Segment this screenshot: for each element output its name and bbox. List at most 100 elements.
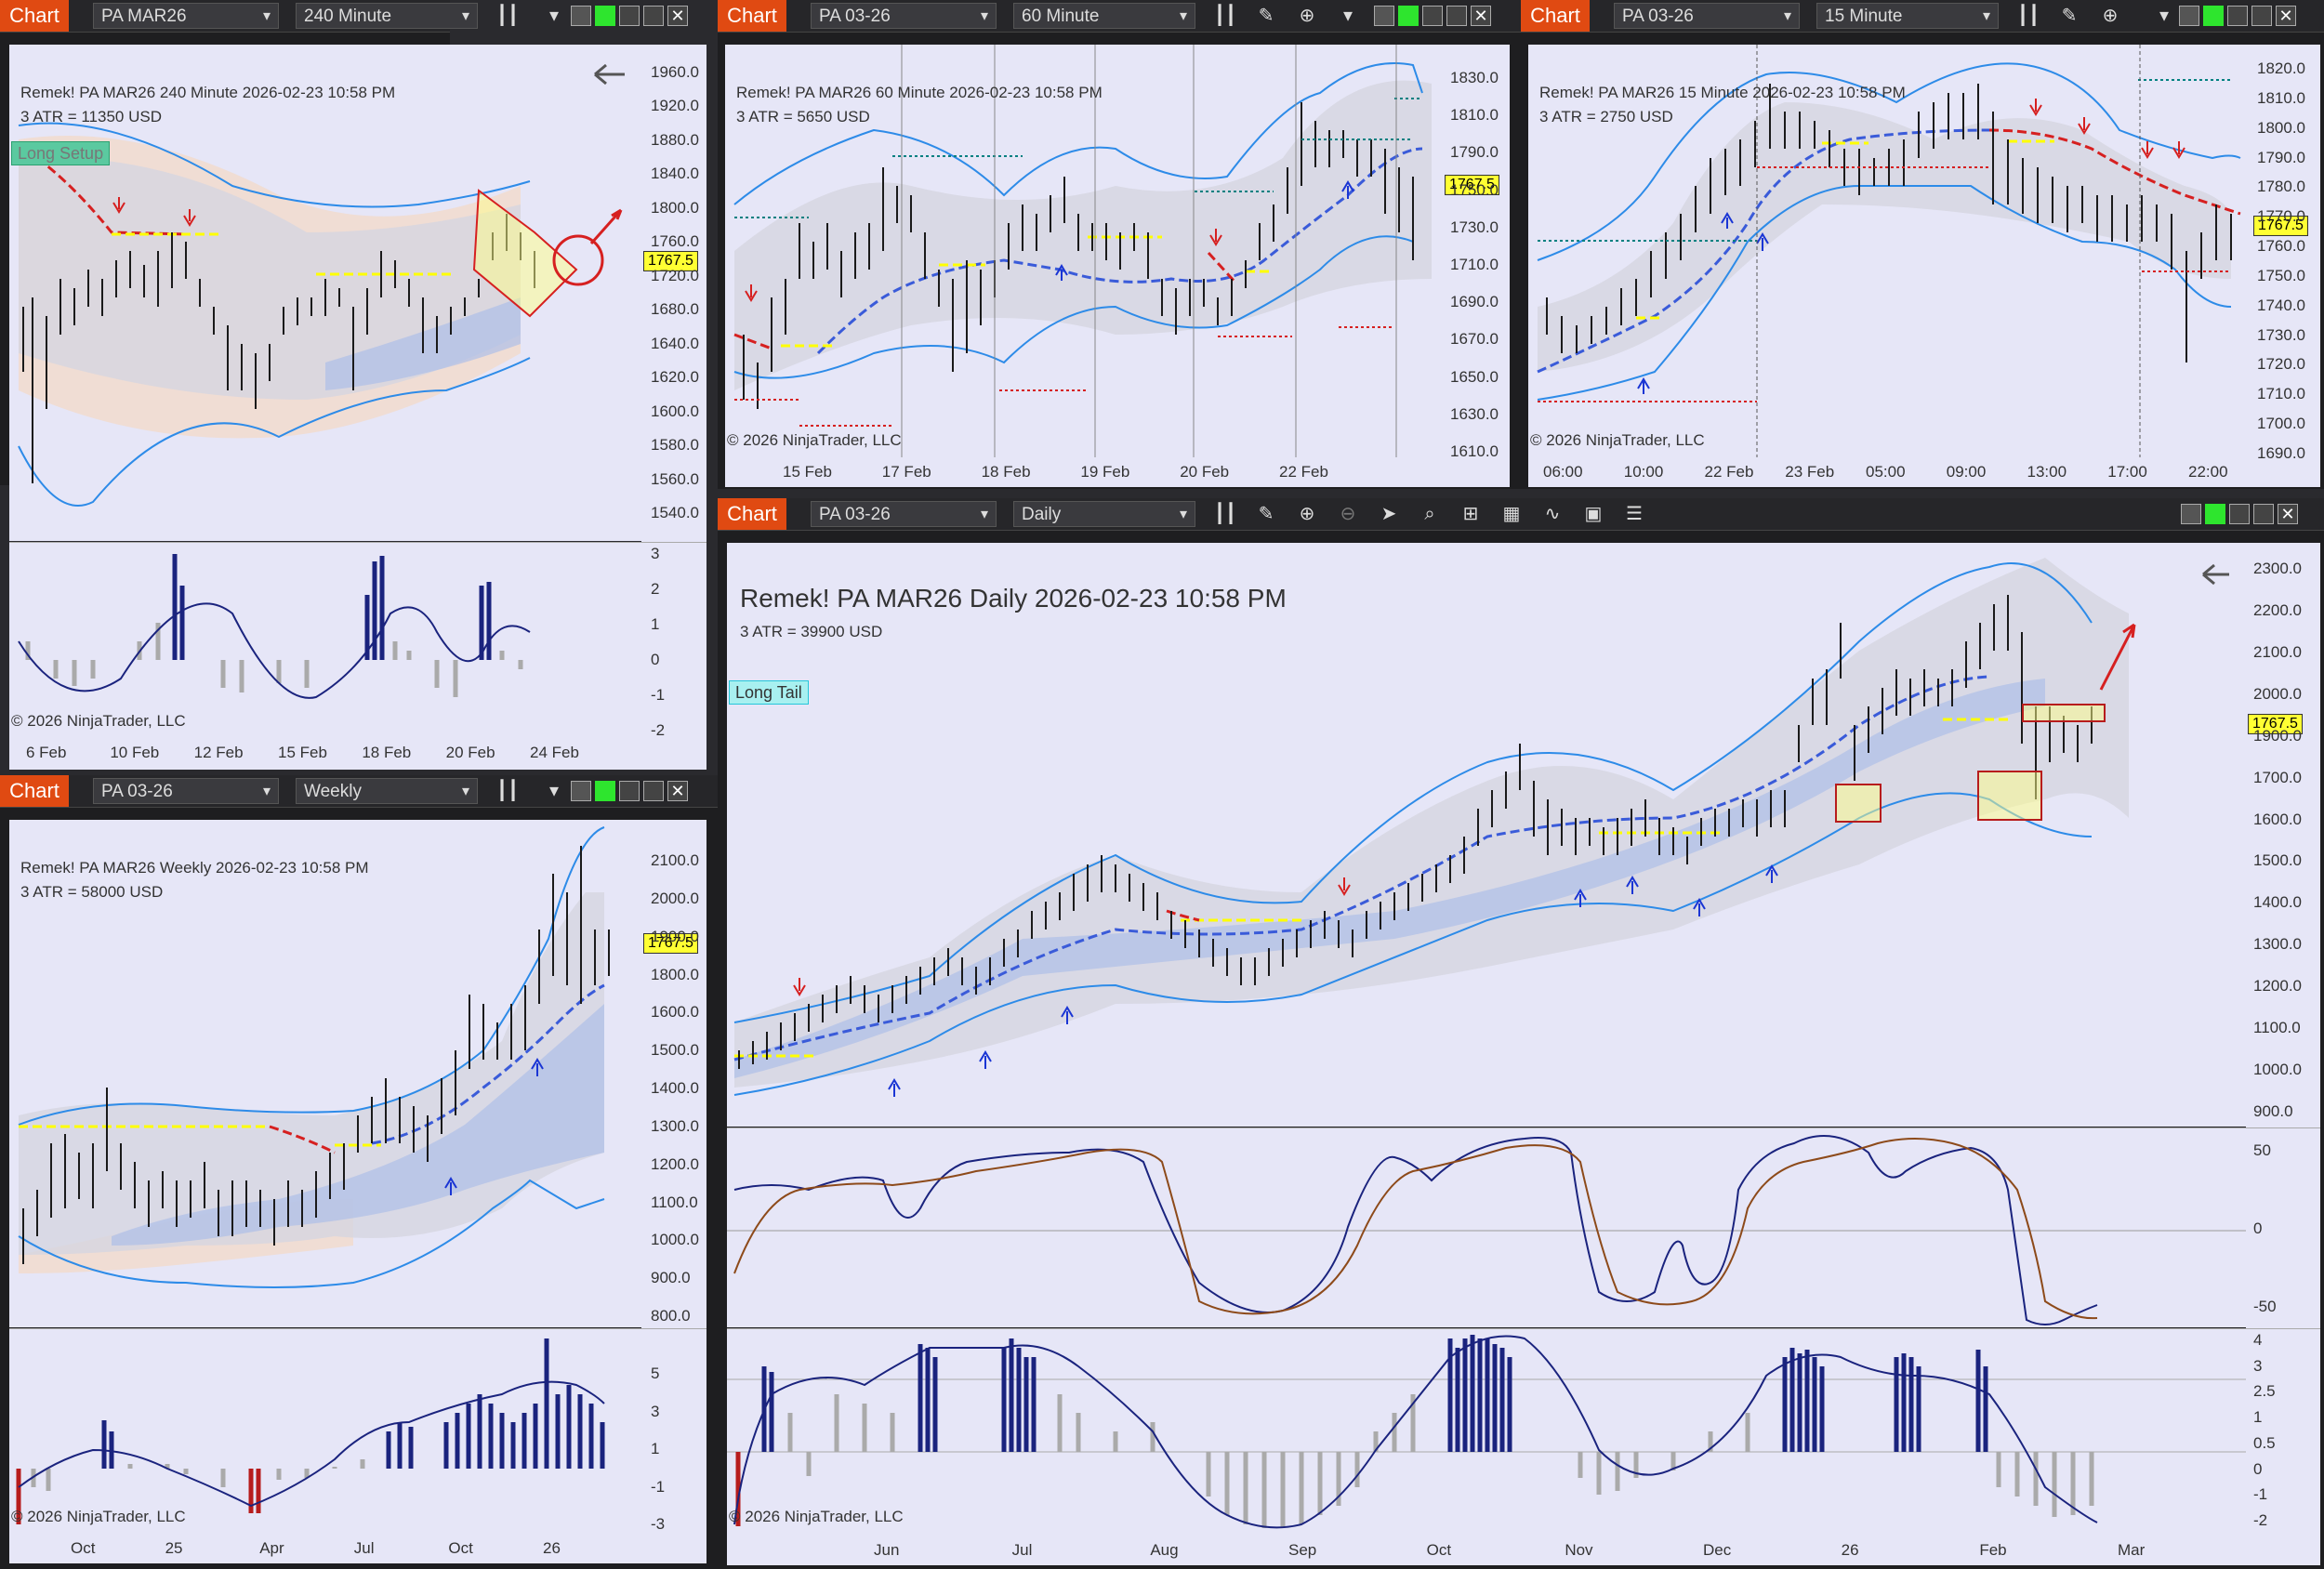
- price-panel-daily[interactable]: [727, 543, 2246, 1127]
- price-axis-weekly[interactable]: [641, 820, 706, 1530]
- templates-icon[interactable]: ⊞: [1462, 504, 1479, 524]
- interval-selector[interactable]: 240 Minute ▾: [296, 3, 478, 29]
- chevron-down-icon[interactable]: ▾: [548, 781, 560, 801]
- link-button[interactable]: [2179, 6, 2199, 26]
- instrument-selector[interactable]: PA 03-26 ▾: [811, 3, 997, 29]
- maximize-button[interactable]: [2253, 504, 2274, 524]
- copyright-label: © 2026 NinjaTrader, LLC: [11, 1508, 186, 1525]
- panel-divider[interactable]: [727, 1127, 2320, 1128]
- link-green-button[interactable]: [1398, 6, 1419, 26]
- data-box-icon[interactable]: ▣: [1584, 504, 1603, 524]
- close-button[interactable]: ✕: [667, 6, 688, 26]
- maximize-button[interactable]: [643, 6, 664, 26]
- time-axis-daily[interactable]: [727, 1532, 2320, 1565]
- indicators-icon[interactable]: ∿: [1544, 504, 1561, 524]
- interval-selector[interactable]: 60 Minute ▾: [1013, 3, 1195, 29]
- link-green-button[interactable]: [595, 781, 615, 801]
- link-button[interactable]: [2181, 504, 2201, 524]
- instrument-selector[interactable]: PA 03-26 ▾: [1614, 3, 1800, 29]
- link-button[interactable]: [571, 6, 591, 26]
- panel-divider[interactable]: [727, 1328, 2320, 1329]
- osc-tick-label: -2: [2253, 1511, 2268, 1529]
- bar-type-icon[interactable]: ┃┃: [496, 781, 520, 801]
- panel-divider[interactable]: [9, 542, 706, 543]
- time-tick-label: Jul: [1011, 1541, 1033, 1559]
- chart-menu-button[interactable]: Chart: [1521, 0, 1590, 32]
- maximize-button[interactable]: [2251, 6, 2272, 26]
- zoom-icon[interactable]: ⊕: [1299, 6, 1315, 26]
- zoom-in-icon[interactable]: ⊕: [1299, 504, 1315, 524]
- chevron-down-icon[interactable]: ▾: [1342, 6, 1353, 26]
- time-tick-label: 18 Feb: [981, 463, 1031, 481]
- pencil-icon[interactable]: ✎: [2061, 6, 2078, 26]
- strategies-icon[interactable]: ▦: [1502, 504, 1521, 524]
- time-tick-label: 17 Feb: [881, 463, 931, 481]
- link-green-button[interactable]: [2203, 6, 2224, 26]
- price-panel-60min[interactable]: [725, 45, 1441, 457]
- instrument-selector[interactable]: PA MAR26 ▾: [93, 3, 279, 29]
- chevron-down-icon: ▾: [980, 8, 988, 24]
- price-tick-label: 800.0: [651, 1307, 691, 1325]
- price-axis-daily[interactable]: [2246, 543, 2320, 1532]
- price-axis-60min[interactable]: [1441, 45, 1510, 457]
- chevron-down-icon[interactable]: ▾: [548, 6, 560, 26]
- bar-type-icon[interactable]: ┃┃: [2017, 6, 2040, 26]
- histogram-panel-daily[interactable]: [727, 1329, 2246, 1532]
- interval-selector[interactable]: Daily ▾: [1013, 501, 1195, 527]
- price-axis-15min[interactable]: [2251, 45, 2320, 457]
- osc-tick-label: 0: [651, 651, 660, 668]
- pencil-icon[interactable]: ✎: [1258, 504, 1274, 524]
- price-tick-label: 1810.0: [1450, 106, 1499, 125]
- close-button[interactable]: ✕: [667, 781, 688, 801]
- minimize-button[interactable]: [619, 781, 640, 801]
- close-button[interactable]: ✕: [1471, 6, 1491, 26]
- time-tick-label: 06:00: [1543, 463, 1583, 481]
- bar-type-icon[interactable]: ┃┃: [1214, 504, 1237, 524]
- oscillator-panel-daily[interactable]: [727, 1128, 2246, 1327]
- indicator-panel-weekly[interactable]: [9, 1329, 641, 1530]
- chart-menu-button[interactable]: Chart: [718, 498, 786, 530]
- price-tick-label: 900.0: [2253, 1102, 2293, 1120]
- time-axis-15min[interactable]: [1528, 457, 2320, 487]
- minimize-button[interactable]: [2227, 6, 2248, 26]
- maximize-button[interactable]: [1446, 6, 1467, 26]
- chevron-down-icon[interactable]: ▾: [2159, 6, 2170, 26]
- minimize-button[interactable]: [2229, 504, 2250, 524]
- price-panel-15min[interactable]: [1528, 45, 2251, 457]
- instrument-selector[interactable]: PA 03-26 ▾: [93, 778, 279, 804]
- time-axis-weekly[interactable]: [9, 1530, 706, 1563]
- time-axis-60min[interactable]: [725, 457, 1510, 487]
- maximize-button[interactable]: [643, 781, 664, 801]
- interval-selector[interactable]: 15 Minute ▾: [1816, 3, 1999, 29]
- close-button[interactable]: ✕: [2278, 504, 2298, 524]
- chart-menu-button[interactable]: Chart: [718, 0, 786, 32]
- bar-type-icon[interactable]: ┃┃: [1214, 6, 1237, 26]
- time-tick-label: Jul: [353, 1539, 375, 1557]
- zoom-icon[interactable]: ⊕: [2102, 6, 2119, 26]
- price-tick-label: 1760.0: [2257, 237, 2305, 256]
- properties-icon[interactable]: ⌕: [1424, 504, 1435, 524]
- list-icon[interactable]: ☰: [1626, 504, 1643, 524]
- time-axis-240min[interactable]: [9, 732, 706, 770]
- panel-divider[interactable]: [9, 1328, 706, 1329]
- chevron-down-icon: ▾: [262, 784, 271, 799]
- link-green-button[interactable]: [2205, 504, 2225, 524]
- indicator-panel-240min[interactable]: [9, 543, 641, 732]
- bar-type-icon[interactable]: ┃┃: [496, 6, 520, 26]
- instrument-selector[interactable]: PA 03-26 ▾: [811, 501, 997, 527]
- interval-selector[interactable]: Weekly ▾: [296, 778, 478, 804]
- pointer-icon[interactable]: ➤: [1380, 504, 1397, 524]
- link-button[interactable]: [571, 781, 591, 801]
- interval-value: 60 Minute: [1022, 7, 1100, 26]
- chart-menu-button[interactable]: Chart: [0, 775, 69, 807]
- link-button[interactable]: [1374, 6, 1394, 26]
- price-tick-label: 1560.0: [651, 469, 699, 488]
- chart-menu-button[interactable]: Chart: [0, 0, 69, 32]
- price-axis-240min[interactable]: [641, 45, 706, 732]
- minimize-button[interactable]: [619, 6, 640, 26]
- pencil-icon[interactable]: ✎: [1258, 6, 1274, 26]
- minimize-button[interactable]: [1422, 6, 1443, 26]
- zoom-out-icon[interactable]: ⊖: [1340, 504, 1356, 524]
- link-green-button[interactable]: [595, 6, 615, 26]
- close-button[interactable]: ✕: [2276, 6, 2296, 26]
